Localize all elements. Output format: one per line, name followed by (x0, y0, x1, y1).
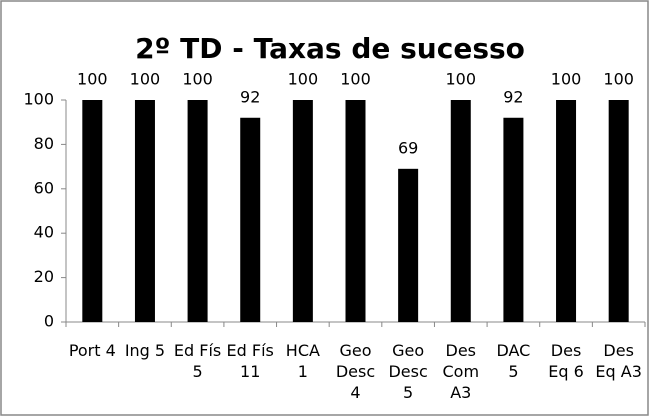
x-tick-label: HCA 1 (285, 341, 320, 381)
bar (134, 100, 155, 322)
y-tick-label: 20 (34, 267, 54, 286)
data-label: 100 (130, 70, 161, 89)
data-label: 100 (445, 70, 476, 89)
data-label: 100 (288, 70, 319, 89)
data-label: 100 (340, 70, 371, 89)
x-tick-label: Ed Fís 11 (226, 341, 274, 381)
data-label: 92 (240, 87, 260, 106)
y-tick-label: 80 (34, 134, 54, 153)
bar (450, 100, 471, 322)
data-label: 92 (503, 87, 523, 106)
bar (503, 117, 524, 322)
y-tick-label: 0 (44, 312, 54, 331)
bar (187, 100, 208, 322)
bar (398, 168, 419, 322)
x-tick-label: Des Com A3 (442, 341, 480, 402)
chart-title: 2º TD - Taxas de sucesso (135, 32, 525, 65)
data-label: 100 (182, 70, 213, 89)
bar (345, 100, 366, 322)
data-label: 100 (551, 70, 582, 89)
x-tick-label: Geo Desc 5 (388, 341, 428, 402)
x-tick-label: Port 4 (68, 341, 116, 360)
bar (608, 100, 629, 322)
y-tick-label: 60 (34, 178, 54, 197)
x-tick-label: Des Eq A3 (595, 341, 642, 381)
x-tick-label: DAC 5 (496, 341, 531, 381)
bar (556, 100, 577, 322)
data-label: 69 (398, 138, 418, 157)
x-tick-label: Ing 5 (124, 341, 166, 360)
y-tick-label: 100 (23, 90, 54, 109)
x-tick-label: Des Eq 6 (548, 341, 584, 381)
y-tick-label: 40 (34, 223, 54, 242)
bar (240, 117, 261, 322)
bar (82, 100, 103, 322)
bar (292, 100, 313, 322)
data-label: 100 (603, 70, 634, 89)
x-tick-label: Ed Fís 5 (173, 341, 222, 381)
x-tick-label: Geo Desc 4 (335, 341, 376, 402)
data-label: 100 (77, 70, 108, 89)
